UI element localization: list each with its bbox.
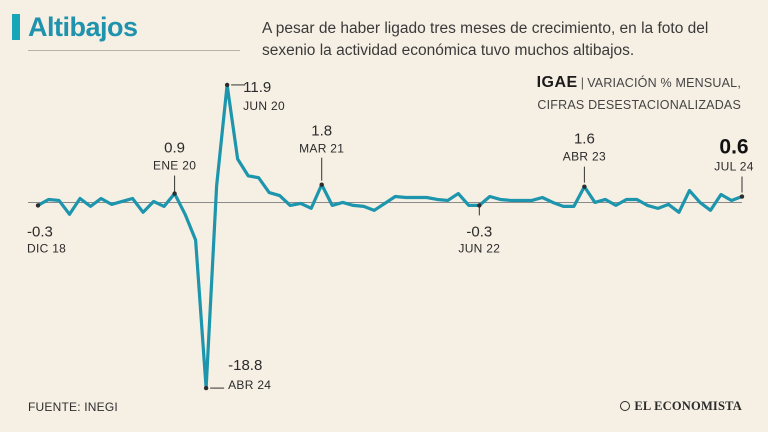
globe-icon bbox=[620, 401, 631, 411]
annotation-dot bbox=[35, 203, 41, 208]
indicator-separator: | bbox=[580, 76, 585, 90]
annotation-dot bbox=[172, 191, 177, 196]
title-divider bbox=[28, 50, 240, 51]
chart-subtitle: A pesar de haber ligado tres meses de cr… bbox=[262, 20, 709, 59]
data-label-value: 1.8 bbox=[311, 123, 332, 140]
indicator-legend: IGAE | VARIACIÓN % MENSUAL, CIFRAS DESESTA… bbox=[537, 72, 741, 116]
data-label-value: 1.6 bbox=[574, 131, 595, 148]
data-label-date: JUL 24 bbox=[714, 160, 753, 174]
indicator-name: IGAE bbox=[536, 74, 578, 91]
data-label-value: 11.9 bbox=[243, 79, 271, 96]
annotation-dot bbox=[203, 385, 209, 391]
publisher-name: EL ECONOMISTA bbox=[634, 399, 742, 413]
series-line bbox=[36, 83, 744, 390]
annotation-dot bbox=[582, 184, 587, 189]
publisher-logo: EL ECONOMISTA bbox=[620, 399, 742, 414]
data-label-value: 0.6 bbox=[719, 136, 748, 159]
indicator-desc-line2: CIFRAS DESESTACIONALIZADAS bbox=[537, 98, 741, 112]
data-label-date: DIC 18 bbox=[27, 241, 66, 255]
data-label-value: -0.3 bbox=[466, 223, 492, 240]
chart-title: Altibajos bbox=[28, 12, 138, 42]
title-accent-bar bbox=[12, 14, 20, 40]
data-label-date: MAR 21 bbox=[299, 142, 344, 156]
annotation-dot bbox=[477, 203, 482, 208]
data-label-date: ABR 23 bbox=[563, 150, 606, 164]
source-note: FUENTE: INEGI bbox=[28, 400, 118, 414]
data-label-value: -18.8 bbox=[228, 357, 262, 374]
data-label-value: 0.9 bbox=[164, 140, 185, 157]
data-label-value: -0.3 bbox=[27, 223, 53, 240]
data-label-date: JUN 20 bbox=[243, 99, 285, 113]
annotation-dot bbox=[319, 182, 324, 187]
data-label-date: ENE 20 bbox=[153, 159, 196, 173]
data-label-date: JUN 22 bbox=[458, 241, 500, 255]
indicator-desc-line1: VARIACIÓN % MENSUAL, bbox=[587, 76, 741, 90]
annotation-dot bbox=[224, 82, 230, 88]
annotation-dot bbox=[739, 194, 745, 199]
data-label-date: ABR 24 bbox=[228, 378, 271, 392]
